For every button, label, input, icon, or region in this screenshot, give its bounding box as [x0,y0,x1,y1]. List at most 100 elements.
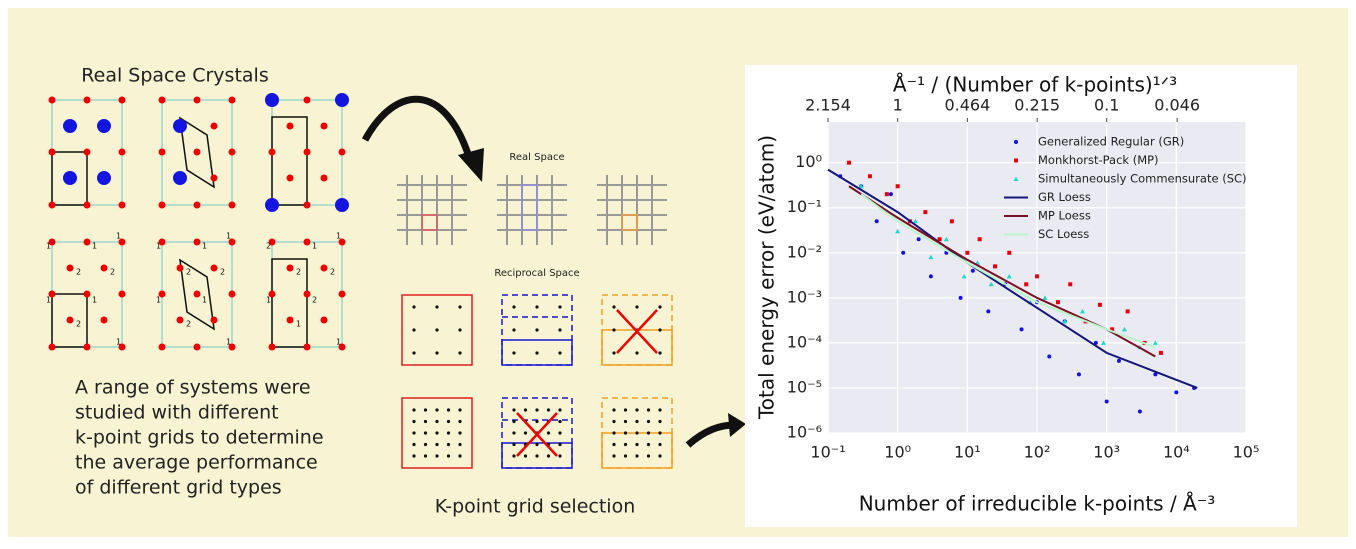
kpoint [512,408,516,412]
point [884,192,889,197]
loess-line [848,185,1156,358]
atom [83,148,91,156]
kpoint [635,419,639,424]
crystals-heading: Real Space Crystals [81,65,268,87]
kpoint [512,431,516,435]
kpoint [635,408,639,412]
site-label: 1 [92,242,97,251]
kpoint [412,454,416,458]
unit-cell [51,151,88,206]
kpoint [546,454,551,458]
kgrid-caption: K-point grid selection [435,496,635,518]
unit-cell [271,116,308,206]
kpoint [558,351,562,355]
kpoint [646,431,651,435]
kpoint [435,408,439,412]
atom-large [265,198,279,212]
point [1110,327,1115,332]
point [1100,340,1106,345]
kpoint [623,454,628,458]
y-axis-label: Total energy error (eV/atom) [755,135,779,420]
loess-line [827,168,1198,389]
atom [320,264,328,272]
kpoint [658,305,662,309]
site-label: 1 [92,296,97,305]
kpoint [658,442,662,447]
atom [100,316,108,324]
atom [48,238,56,246]
kpoint [646,442,651,447]
y-tick-label: 10⁻⁵ [787,377,822,396]
point [1093,340,1098,345]
site-label: 1 [336,338,341,347]
point [977,237,982,242]
legend-label: GR Loess [1038,190,1091,204]
atom [286,174,294,182]
arrow-head [458,148,484,182]
kpoint [623,442,628,447]
atom [228,96,236,104]
point [895,184,900,189]
kpoint [658,431,662,435]
site-label: 2 [110,268,115,277]
atom [66,316,74,324]
atom-large [63,171,77,185]
site-label: 1 [266,296,271,305]
point [858,183,864,189]
point [1062,318,1068,324]
kpoint [635,431,639,435]
atom [193,343,201,351]
point [888,192,893,197]
kpoint [546,408,551,412]
y-tick-label: 10⁻⁴ [787,332,822,351]
atom [286,122,294,130]
chart: 10⁻¹ 10⁰ 10¹ 10² 10³ 10⁴ 10⁵10⁻⁶10⁻⁵10⁻⁴10⁻³10… [787,96,1260,462]
kpoint [446,408,451,412]
kpoint [646,408,651,412]
site-label: 1 [156,242,161,251]
y-tick-label: 10⁰ [795,152,822,171]
reciprocal-space-label: Reciprocal Space [494,268,579,279]
atom [193,290,201,298]
atom [176,316,184,324]
atom [158,343,166,351]
site-label: 1 [156,296,161,305]
kpoint [612,442,616,447]
point [901,250,906,255]
kpoint [446,431,451,435]
atom [118,96,126,104]
point [943,236,949,242]
kpoint [458,328,462,332]
kpoint [612,328,616,332]
point [961,273,967,279]
box [401,397,473,469]
kpoint [623,408,628,412]
kpoint [558,408,562,412]
atom [210,174,218,182]
point [1014,158,1018,163]
site-label: 2 [296,268,301,277]
point [1152,340,1158,345]
atom [118,343,126,351]
kpoint [558,454,562,458]
atom [286,316,294,324]
point [846,160,851,165]
atom-large [335,93,349,107]
kpoint [458,431,462,435]
kpoint [646,454,651,458]
legend-label: Generalized Regular (GR) [1038,135,1184,149]
atom [48,96,56,104]
atom [193,96,201,104]
point [937,237,942,242]
kpoint [558,305,562,309]
x2-tick-label: 0.215 [1014,96,1060,115]
kpoint [435,419,439,424]
point [912,218,918,224]
atom [228,238,236,246]
point [1035,274,1039,279]
kpoint [535,419,539,424]
kpoint [446,442,451,447]
site-label: 1 [46,296,51,305]
point [1076,372,1081,377]
